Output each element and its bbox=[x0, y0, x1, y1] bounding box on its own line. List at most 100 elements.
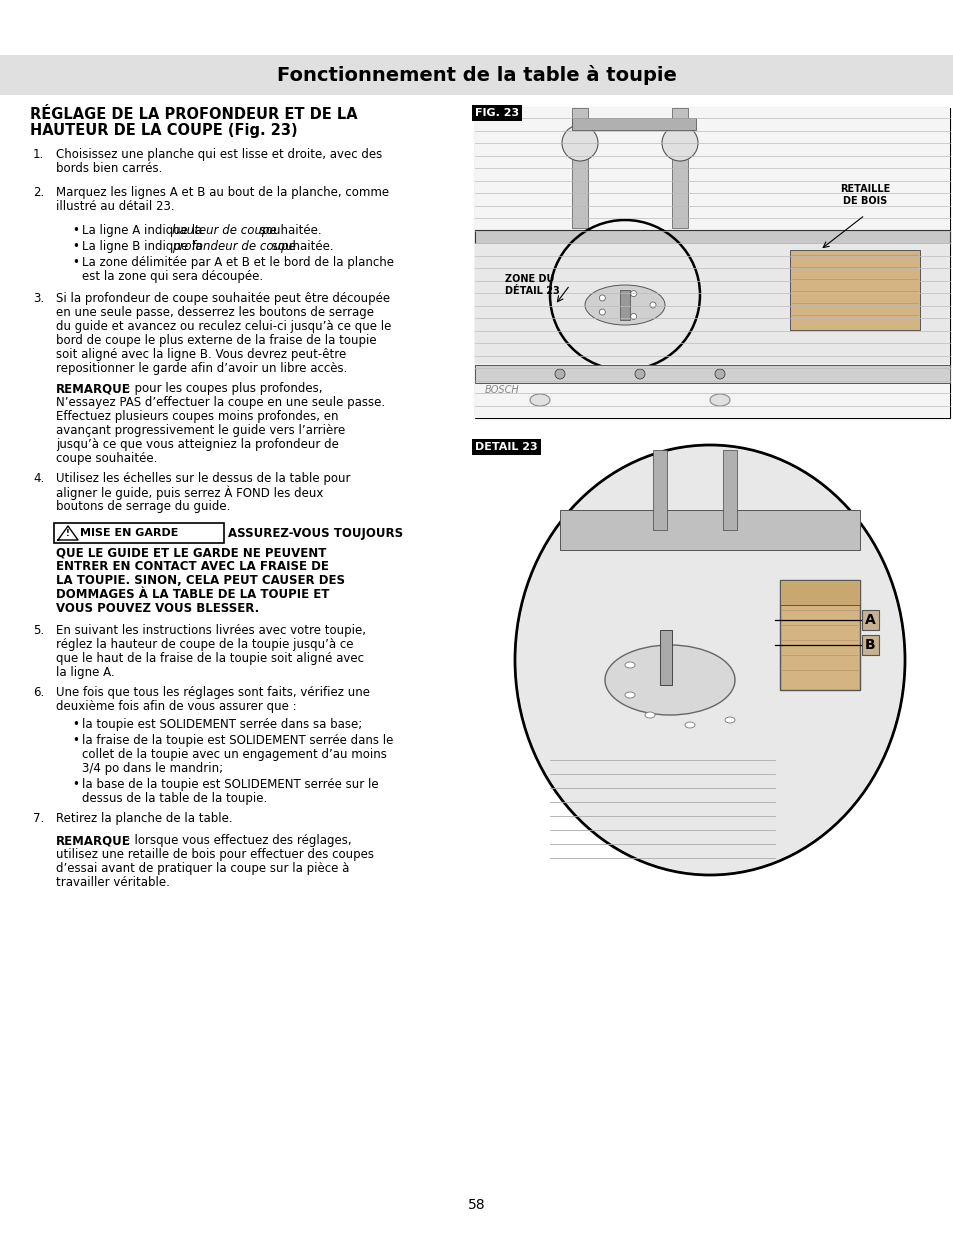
Text: DOMMAGES À LA TABLE DE LA TOUPIE ET: DOMMAGES À LA TABLE DE LA TOUPIE ET bbox=[56, 588, 329, 601]
Ellipse shape bbox=[517, 447, 902, 873]
Text: la ligne A.: la ligne A. bbox=[56, 666, 114, 679]
Circle shape bbox=[598, 295, 605, 301]
Text: ENTRER EN CONTACT AVEC LA FRAISE DE: ENTRER EN CONTACT AVEC LA FRAISE DE bbox=[56, 559, 329, 573]
Bar bbox=[619, 290, 629, 320]
Text: !: ! bbox=[66, 530, 70, 538]
Text: coupe souhaitée.: coupe souhaitée. bbox=[56, 452, 157, 466]
Text: utilisez une retaille de bois pour effectuer des coupes: utilisez une retaille de bois pour effec… bbox=[56, 848, 374, 861]
Text: la fraise de la toupie est SOLIDEMENT serrée dans le: la fraise de la toupie est SOLIDEMENT se… bbox=[82, 734, 393, 747]
Bar bbox=[789, 249, 919, 330]
Text: A: A bbox=[864, 613, 875, 627]
Bar bbox=[475, 107, 949, 417]
Text: DETAIL 23: DETAIL 23 bbox=[475, 442, 537, 452]
Text: Retirez la planche de la table.: Retirez la planche de la table. bbox=[56, 811, 233, 825]
Circle shape bbox=[630, 290, 636, 296]
Text: repositionner le garde afin d’avoir un libre accès.: repositionner le garde afin d’avoir un l… bbox=[56, 362, 347, 375]
Text: 3.: 3. bbox=[33, 291, 44, 305]
Text: aligner le guide, puis serrez À FOND les deux: aligner le guide, puis serrez À FOND les… bbox=[56, 487, 323, 500]
Text: boutons de serrage du guide.: boutons de serrage du guide. bbox=[56, 500, 230, 513]
Bar bbox=[475, 230, 949, 245]
Text: collet de la toupie avec un engagement d’au moins: collet de la toupie avec un engagement d… bbox=[82, 748, 387, 761]
Ellipse shape bbox=[624, 692, 635, 698]
Text: La zone délimitée par A et B et le bord de la planche: La zone délimitée par A et B et le bord … bbox=[82, 256, 394, 269]
Circle shape bbox=[649, 303, 656, 308]
Text: avançant progressivement le guide vers l’arrière: avançant progressivement le guide vers l… bbox=[56, 424, 345, 437]
Text: LA TOUPIE. SINON, CELA PEUT CAUSER DES: LA TOUPIE. SINON, CELA PEUT CAUSER DES bbox=[56, 574, 345, 587]
Text: En suivant les instructions livrées avec votre toupie,: En suivant les instructions livrées avec… bbox=[56, 624, 366, 637]
Text: Une fois que tous les réglages sont faits, vérifiez une: Une fois que tous les réglages sont fait… bbox=[56, 685, 370, 699]
Text: B: B bbox=[864, 638, 875, 652]
Text: 7.: 7. bbox=[33, 811, 44, 825]
Bar bbox=[475, 107, 949, 417]
Circle shape bbox=[561, 125, 598, 161]
Text: •: • bbox=[71, 718, 79, 731]
Text: soit aligné avec la ligne B. Vous devrez peut-être: soit aligné avec la ligne B. Vous devrez… bbox=[56, 348, 346, 361]
Text: RETAILLE
DE BOIS: RETAILLE DE BOIS bbox=[839, 184, 889, 206]
Circle shape bbox=[635, 369, 644, 379]
Text: Utilisez les échelles sur le dessus de la table pour: Utilisez les échelles sur le dessus de l… bbox=[56, 472, 350, 485]
Text: VOUS POUVEZ VOUS BLESSER.: VOUS POUVEZ VOUS BLESSER. bbox=[56, 601, 259, 615]
Ellipse shape bbox=[709, 394, 729, 406]
Text: deuxième fois afin de vous assurer que :: deuxième fois afin de vous assurer que : bbox=[56, 700, 296, 713]
Text: 3/4 po dans le mandrin;: 3/4 po dans le mandrin; bbox=[82, 762, 223, 776]
Bar bbox=[572, 107, 587, 228]
Ellipse shape bbox=[530, 394, 550, 406]
Circle shape bbox=[555, 369, 564, 379]
Bar bbox=[572, 119, 696, 130]
Bar bbox=[559, 510, 859, 550]
Bar bbox=[652, 450, 666, 530]
Text: illustré au détail 23.: illustré au détail 23. bbox=[56, 200, 174, 212]
Text: souhaitée.: souhaitée. bbox=[255, 224, 321, 237]
Text: dessus de la table de la toupie.: dessus de la table de la toupie. bbox=[82, 792, 267, 805]
Circle shape bbox=[598, 309, 605, 315]
Text: Fonctionnement de la table à toupie: Fonctionnement de la table à toupie bbox=[276, 65, 677, 85]
Text: ASSUREZ-VOUS TOUJOURS: ASSUREZ-VOUS TOUJOURS bbox=[228, 526, 403, 540]
Text: HAUTEUR DE LA COUPE (Fig. 23): HAUTEUR DE LA COUPE (Fig. 23) bbox=[30, 124, 297, 138]
FancyBboxPatch shape bbox=[54, 522, 224, 543]
Circle shape bbox=[630, 314, 636, 320]
Text: Marquez les lignes A et B au bout de la planche, comme: Marquez les lignes A et B au bout de la … bbox=[56, 186, 389, 199]
Text: •: • bbox=[71, 778, 79, 790]
Text: QUE LE GUIDE ET LE GARDE NE PEUVENT: QUE LE GUIDE ET LE GARDE NE PEUVENT bbox=[56, 546, 326, 559]
Bar bbox=[475, 245, 949, 364]
Circle shape bbox=[714, 369, 724, 379]
Text: que le haut de la fraise de la toupie soit aligné avec: que le haut de la fraise de la toupie so… bbox=[56, 652, 364, 664]
Text: •: • bbox=[71, 224, 79, 237]
Text: •: • bbox=[71, 734, 79, 747]
Text: MISE EN GARDE: MISE EN GARDE bbox=[80, 529, 178, 538]
Ellipse shape bbox=[644, 713, 655, 718]
Polygon shape bbox=[58, 526, 78, 540]
Text: REMARQUE: REMARQUE bbox=[56, 382, 131, 395]
Text: bords bien carrés.: bords bien carrés. bbox=[56, 162, 162, 175]
Text: la base de la toupie est SOLIDEMENT serrée sur le: la base de la toupie est SOLIDEMENT serr… bbox=[82, 778, 378, 790]
Bar bbox=[0, 56, 953, 95]
Text: FIG. 23: FIG. 23 bbox=[475, 107, 518, 119]
Text: 58: 58 bbox=[468, 1198, 485, 1212]
Text: : lorsque vous effectuez des réglages,: : lorsque vous effectuez des réglages, bbox=[123, 834, 352, 847]
Text: 2.: 2. bbox=[33, 186, 44, 199]
Text: RÉGLAGE DE LA PROFONDEUR ET DE LA: RÉGLAGE DE LA PROFONDEUR ET DE LA bbox=[30, 107, 357, 122]
Bar bbox=[659, 630, 671, 685]
Text: d’essai avant de pratiquer la coupe sur la pièce à: d’essai avant de pratiquer la coupe sur … bbox=[56, 862, 349, 876]
Text: ZONE DU
DÉTAIL 23: ZONE DU DÉTAIL 23 bbox=[504, 274, 559, 296]
Text: 4.: 4. bbox=[33, 472, 44, 485]
Circle shape bbox=[661, 125, 698, 161]
Bar bbox=[780, 580, 859, 605]
Text: N’essayez PAS d’effectuer la coupe en une seule passe.: N’essayez PAS d’effectuer la coupe en un… bbox=[56, 396, 385, 409]
Text: : pour les coupes plus profondes,: : pour les coupes plus profondes, bbox=[123, 382, 322, 395]
Text: Si la profondeur de coupe souhaitée peut être découpée: Si la profondeur de coupe souhaitée peut… bbox=[56, 291, 390, 305]
Ellipse shape bbox=[724, 718, 734, 722]
Text: 6.: 6. bbox=[33, 685, 44, 699]
Text: jusqu’à ce que vous atteigniez la profondeur de: jusqu’à ce que vous atteigniez la profon… bbox=[56, 438, 338, 451]
Bar bbox=[671, 107, 687, 228]
Text: est la zone qui sera découpée.: est la zone qui sera découpée. bbox=[82, 270, 263, 283]
Text: •: • bbox=[71, 256, 79, 269]
Bar bbox=[780, 580, 859, 690]
Bar bbox=[722, 450, 737, 530]
Text: en une seule passe, desserrez les boutons de serrage: en une seule passe, desserrez les bouton… bbox=[56, 306, 374, 319]
Text: •: • bbox=[71, 240, 79, 253]
Text: 5.: 5. bbox=[33, 624, 44, 637]
Ellipse shape bbox=[624, 662, 635, 668]
Text: du guide et avancez ou reculez celui-ci jusqu’à ce que le: du guide et avancez ou reculez celui-ci … bbox=[56, 320, 391, 333]
Text: bord de coupe le plus externe de la fraise de la toupie: bord de coupe le plus externe de la frai… bbox=[56, 333, 376, 347]
